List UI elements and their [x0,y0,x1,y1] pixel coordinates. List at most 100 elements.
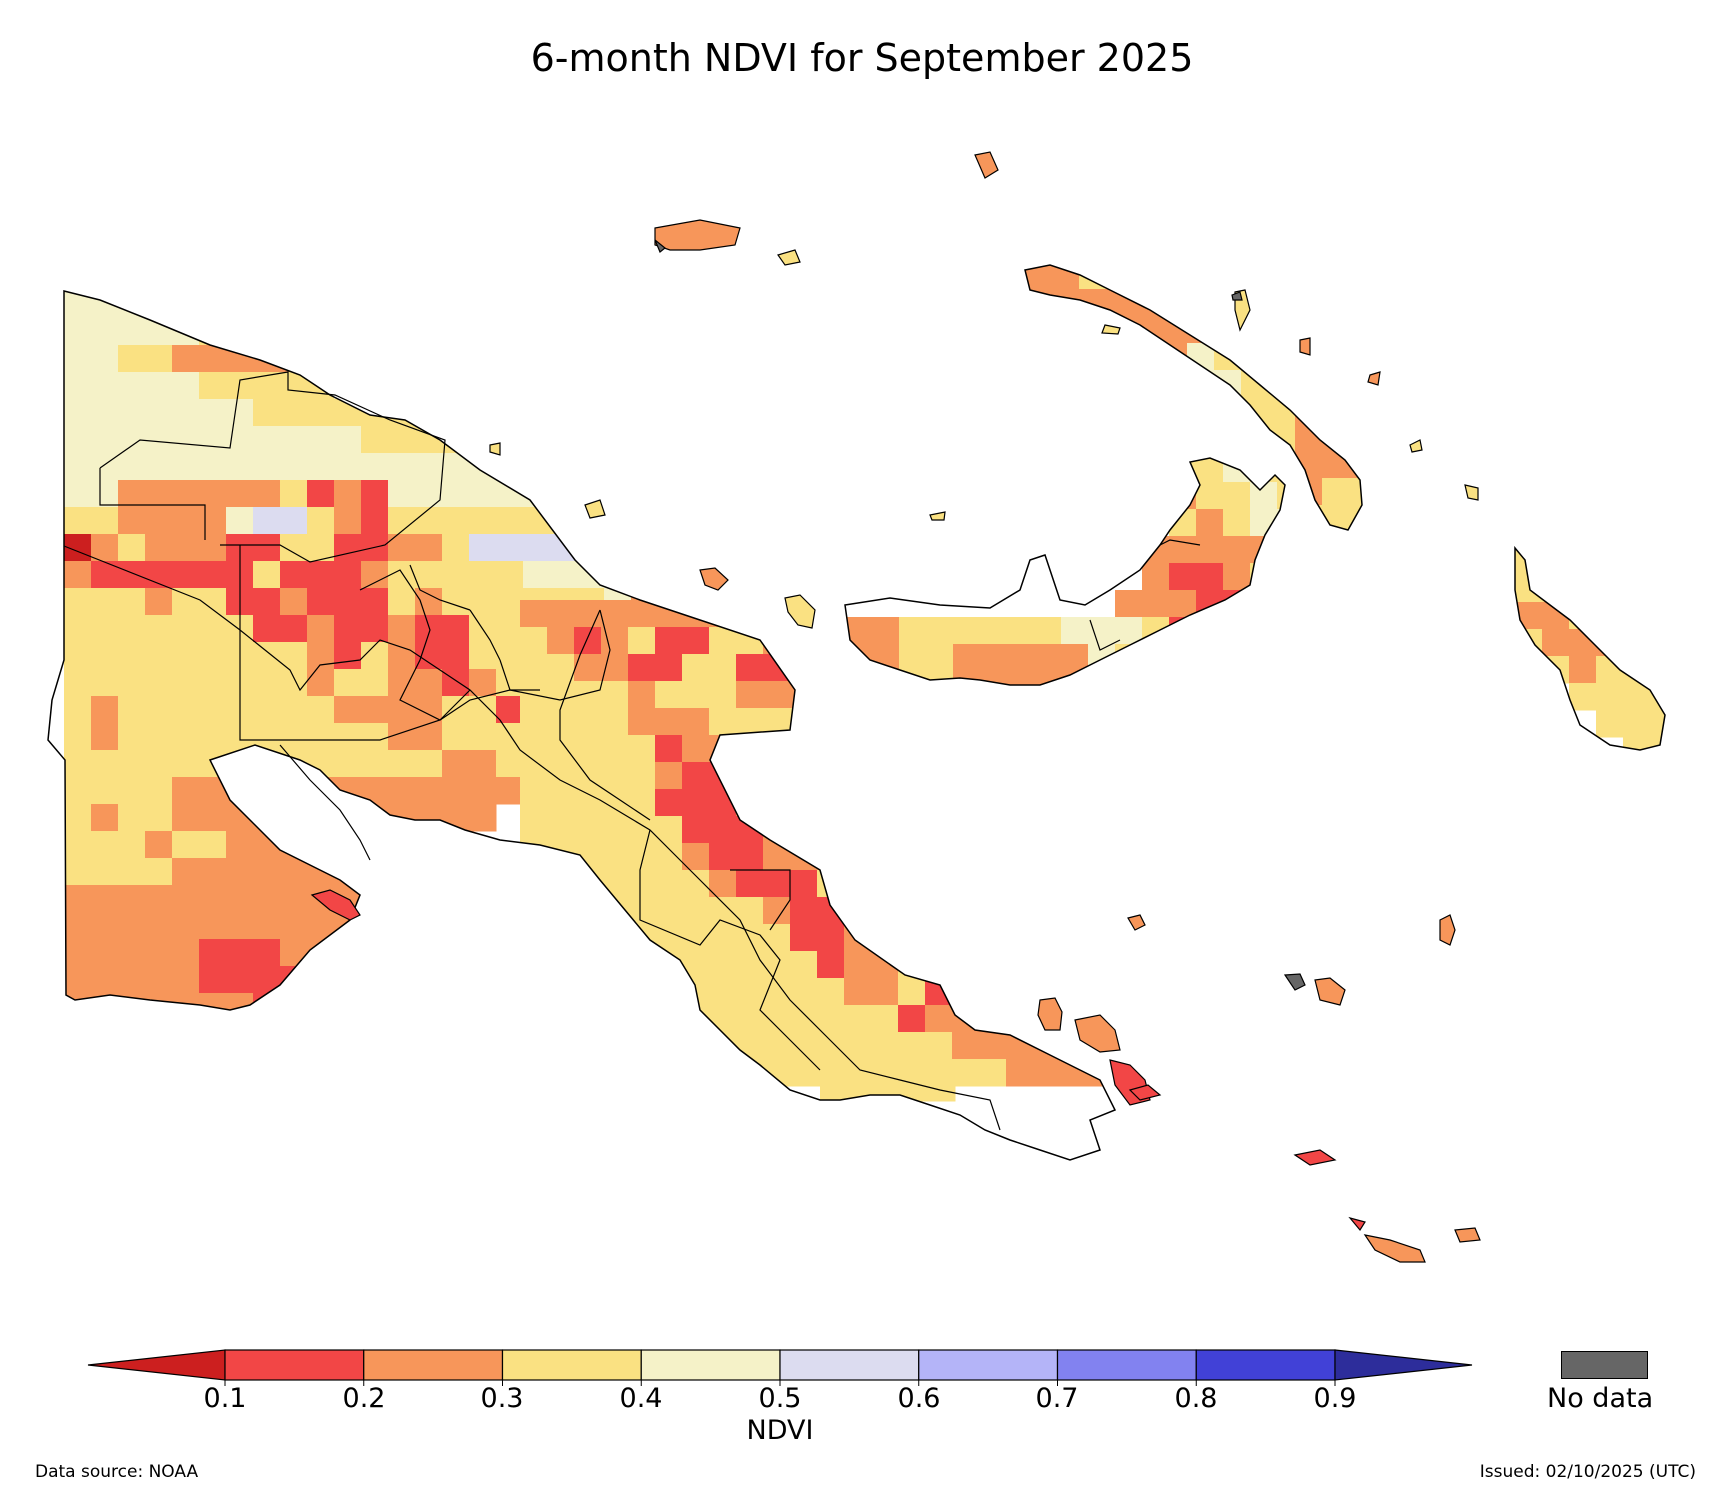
ndvi-cell [199,831,227,859]
ndvi-cell [520,1059,548,1087]
ndvi-cell [388,345,416,373]
ndvi-cell [601,681,629,709]
ndvi-cell [574,708,602,736]
ndvi-cell [1241,343,1269,371]
ndvi-cell [766,777,794,805]
ndvi-cell [118,723,146,751]
islet [784,594,816,629]
ndvi-cell [388,696,416,724]
ndvi-cell [628,762,656,790]
ndvi-cell [253,885,281,913]
ndvi-cell [1060,1059,1088,1087]
ndvi-cell [1079,289,1107,317]
ndvi-cell [307,669,335,697]
islet [1299,337,1311,356]
ndvi-cell [847,723,875,751]
ndvi-cell [1033,1032,1061,1060]
ndvi-cell [980,617,1008,645]
ndvi-cell [1007,698,1035,726]
ndvi-cell [1088,671,1116,685]
ndvi-cell [844,816,872,844]
ndvi-cell [658,534,686,562]
ndvi-cell [199,561,227,589]
ndvi-cell [899,698,927,726]
ndvi-cell [145,507,173,535]
ndvi-cell [709,600,737,628]
ndvi-cell [226,966,254,994]
ndvi-cell [361,507,389,535]
ndvi-cell [64,507,92,535]
ndvi-cell [925,924,953,952]
ndvi-cell [145,480,173,508]
data-source: Data source: NOAA [35,1462,199,1482]
ndvi-cell [520,627,548,655]
ndvi-cell [601,1005,629,1033]
ndvi-cell [574,951,602,979]
ndvi-cell [844,843,872,871]
ndvi-cell [682,762,710,790]
ndvi-cell [307,480,335,508]
ndvi-cell [655,843,683,871]
colorbar-bin [501,1349,642,1381]
ndvi-cell [817,627,845,655]
colorbar-tick-0.9: 0.9 [1313,1383,1357,1414]
ndvi-cell [1515,656,1543,684]
ndvi-cell [736,843,764,871]
ndvi-cell [172,615,200,643]
ndvi-cell [172,291,200,319]
ndvi-cell [1088,644,1116,672]
ndvi-cell [307,723,335,751]
ndvi-cell [872,725,900,753]
ndvi-cell [469,561,497,589]
ndvi-cell [1034,725,1062,753]
ndvi-cell [926,725,954,753]
ndvi-cell [820,696,848,724]
ndvi-cell [520,762,548,790]
ndvi-cell [1142,617,1170,645]
ndvi-cell [1677,656,1705,684]
ndvi-cell [604,534,632,562]
ndvi-cell [496,777,524,805]
ndvi-cell [631,534,659,562]
islet [1127,914,1146,931]
ndvi-cell [172,804,200,832]
ndvi-cell [847,669,875,697]
ndvi-cell [253,615,281,643]
ndvi-cell [925,870,953,898]
ndvi-cell [64,318,92,346]
ndvi-cell [199,453,227,481]
ndvi-cell [118,696,146,724]
ndvi-cell [1295,505,1323,530]
ndvi-cell [712,588,740,616]
ndvi-cell [1223,563,1251,591]
ndvi-cell [91,480,119,508]
ndvi-cell [64,750,92,778]
ndvi-cell [442,750,470,778]
ndvi-cell [682,708,710,736]
ndvi-cell [118,912,146,940]
ndvi-cell [655,762,683,790]
ndvi-cell [1349,478,1362,506]
ndvi-cell [682,1005,710,1033]
ndvi-cell [520,816,548,844]
ndvi-cell [709,1032,737,1060]
ndvi-cell [980,725,1008,753]
colorbar-tick-0.1: 0.1 [203,1383,247,1414]
ndvi-cell [199,399,227,427]
ndvi-cell [91,372,119,400]
ndvi-cell [709,708,737,736]
ndvi-cell [442,858,470,886]
ndvi-cell [199,507,227,535]
ndvi-cell [1106,265,1134,290]
ndvi-cell [118,480,146,508]
ndvi-cell [118,831,146,859]
ndvi-cell [361,642,389,670]
ndvi-cell [655,978,683,1006]
ndvi-cell [844,735,872,763]
ndvi-cell [736,735,764,763]
ndvi-cell [847,885,875,913]
ndvi-cell [899,671,927,685]
ndvi-cell [1542,629,1570,657]
ndvi-cell [118,318,146,346]
